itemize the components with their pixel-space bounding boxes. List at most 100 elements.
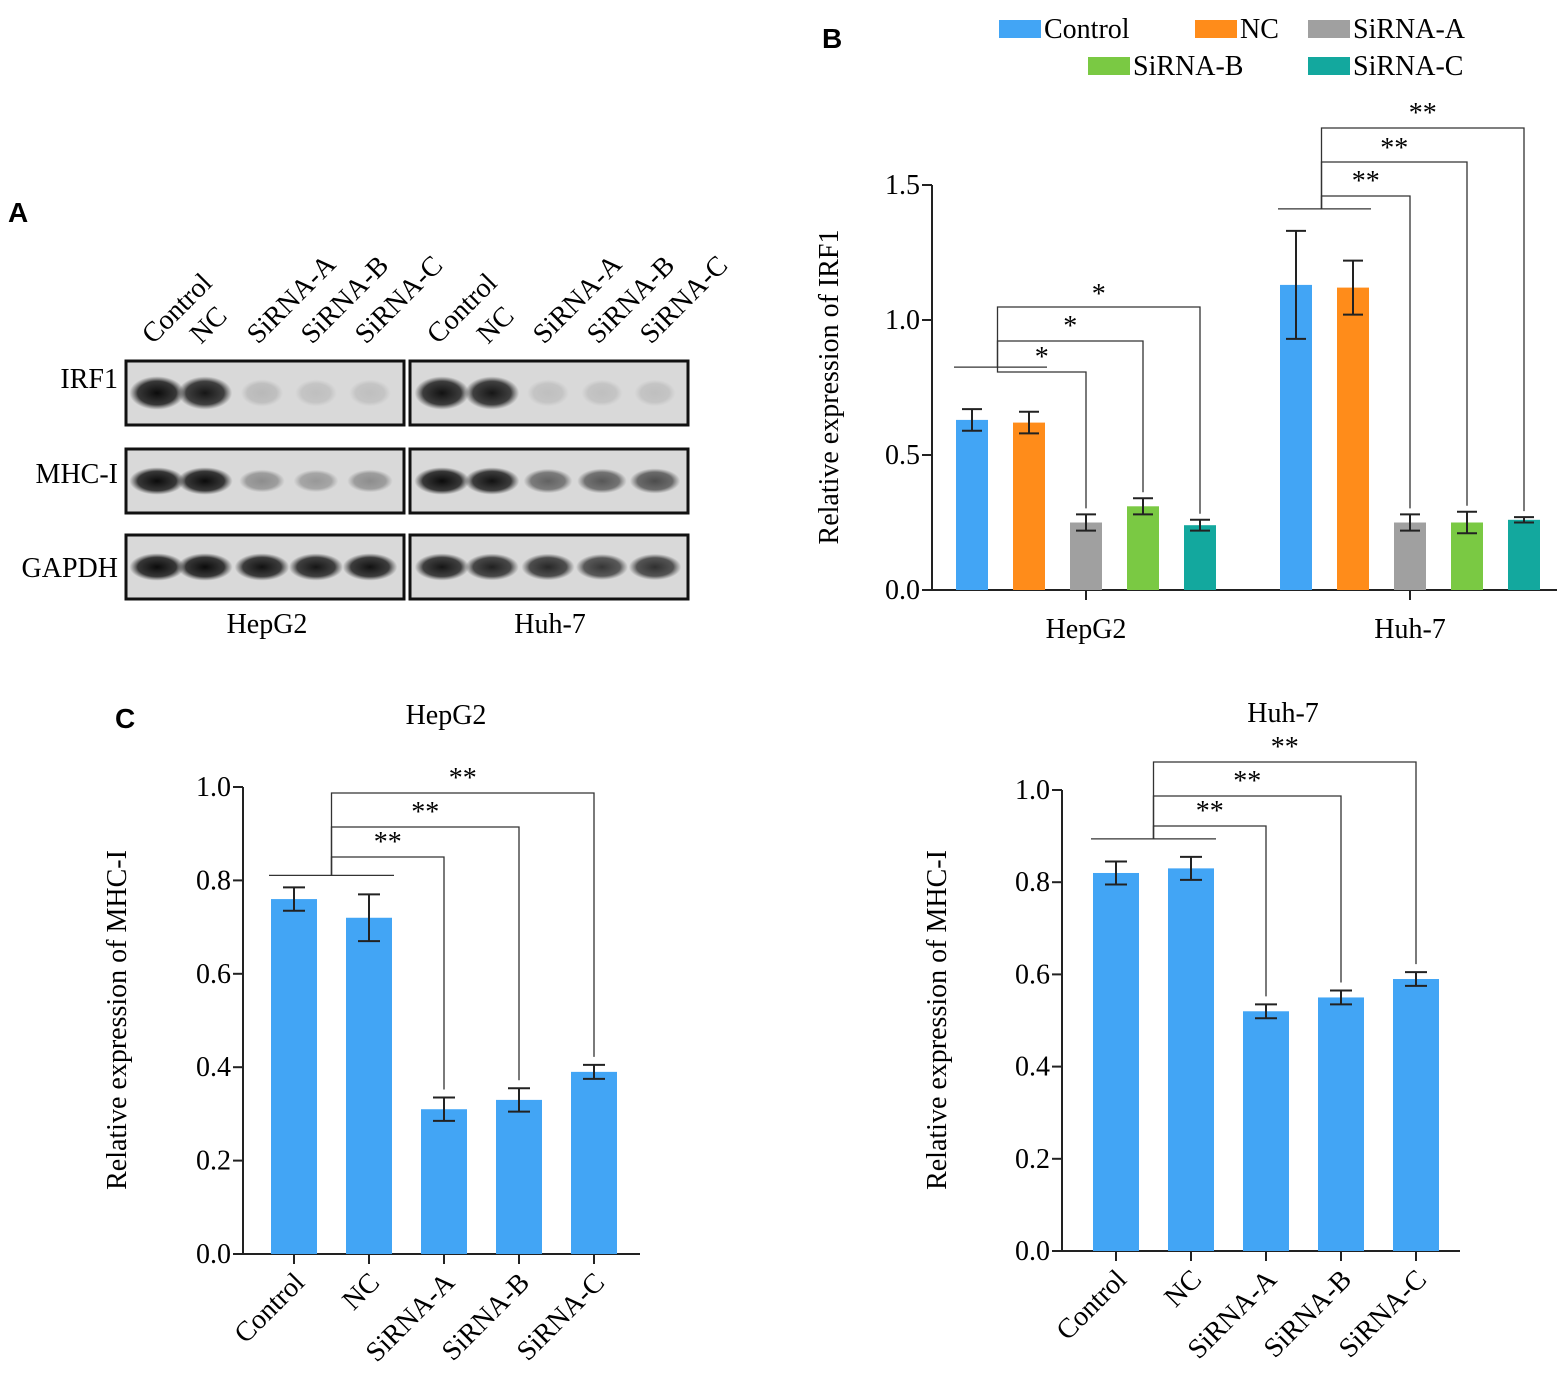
blot-band [293, 469, 339, 493]
blot-band [347, 469, 393, 493]
panel-label-c: C [115, 703, 135, 734]
protein-label-mhc-i: MHC-I [36, 459, 118, 490]
x-category-label: HepG2 [1046, 614, 1127, 645]
blot-band [576, 554, 628, 580]
panel-label-a: A [8, 197, 28, 228]
y-tick-label: 0.8 [196, 865, 231, 896]
blot-band [577, 468, 627, 494]
bar [1508, 519, 1540, 590]
significance-bracket [996, 306, 1201, 514]
bar [1013, 422, 1045, 590]
blot-band [634, 379, 676, 407]
blot-band [288, 553, 344, 581]
significance-bracket [1320, 127, 1525, 512]
blot-band [414, 467, 470, 495]
blot-band [295, 379, 337, 407]
blot-band [414, 376, 470, 410]
y-tick-label: 1.0 [885, 305, 920, 336]
protein-label-gapdh: GAPDH [22, 553, 118, 584]
blot-band [129, 467, 185, 495]
y-tick-label: 0.5 [885, 440, 920, 471]
legend-label: Control [1044, 14, 1130, 45]
bar [1394, 522, 1426, 590]
blot-band [234, 553, 290, 581]
bar [1127, 506, 1159, 590]
blot-band [527, 379, 569, 407]
bar [1337, 287, 1369, 590]
bar [346, 917, 392, 1254]
blot-band [177, 467, 233, 495]
legend-swatch [1088, 57, 1130, 75]
blot-band [628, 553, 682, 581]
blot-band [465, 553, 519, 581]
blot-band [629, 468, 681, 494]
bar [956, 419, 988, 590]
mhc-hepg2-bar-chart: 0.0 0.2 0.4 0.6 0.8 1.0 HepG2 Relative expressi… [102, 700, 640, 1368]
significance-mark: ** [1380, 133, 1408, 164]
blot-band [240, 379, 284, 407]
y-tick-label: 0.4 [196, 1052, 231, 1083]
y-tick-label: 1.0 [196, 772, 231, 803]
blot-band [342, 553, 398, 581]
x-category-label: NC [337, 1267, 386, 1316]
significance-mark: ** [411, 797, 439, 828]
blot-band [414, 553, 470, 581]
cell-line-label: Huh-7 [514, 609, 586, 640]
significance-mark: ** [1233, 766, 1261, 797]
mhc-huh7-bar-chart: 0.0 0.2 0.4 0.6 0.8 1.0 Huh-7 Relative expressi… [922, 698, 1460, 1365]
y-tick-label: 0.2 [1015, 1144, 1050, 1175]
y-tick-label: 0.6 [196, 959, 231, 990]
y-axis-label: Relative expression of IRF1 [814, 230, 845, 545]
blot-band [464, 376, 520, 410]
y-tick-label: 0.0 [1015, 1236, 1050, 1267]
bar [1184, 525, 1216, 590]
bar [1318, 997, 1364, 1251]
chart-title: Huh-7 [1247, 698, 1319, 729]
y-tick-label: 0.2 [196, 1146, 231, 1177]
y-tick-label: 1.0 [1015, 775, 1050, 806]
blot-band [581, 379, 623, 407]
x-category-label: Control [1051, 1264, 1134, 1347]
x-category-label: NC [1159, 1264, 1208, 1313]
x-category-label: Huh-7 [1374, 614, 1446, 645]
bar [1393, 979, 1439, 1251]
legend-label: NC [1240, 14, 1279, 45]
significance-mark: * [1035, 342, 1049, 373]
significance-mark: ** [1271, 732, 1299, 763]
legend-swatch [1308, 20, 1350, 38]
y-axis-label: Relative expression of MHC-I [102, 850, 133, 1190]
blot-band [177, 376, 233, 410]
significance-bracket [330, 792, 595, 1057]
blot-band [177, 553, 233, 581]
significance-mark: ** [449, 763, 477, 794]
significance-bracket [1152, 761, 1417, 965]
legend-label: SiRNA-C [1353, 51, 1463, 82]
y-tick-label: 1.5 [885, 170, 920, 201]
significance-mark: ** [374, 827, 402, 858]
significance-mark: ** [1352, 166, 1380, 197]
blot-band [521, 553, 575, 581]
bar [421, 1109, 467, 1254]
bar [571, 1071, 617, 1254]
x-category-label: Control [229, 1267, 312, 1350]
significance-mark: * [1092, 279, 1106, 310]
y-tick-label: 0.8 [1015, 867, 1050, 898]
panel-label-b: B [822, 23, 842, 54]
bar [1093, 872, 1139, 1251]
chart-title: HepG2 [406, 700, 487, 731]
significance-mark: ** [1409, 98, 1437, 129]
protein-label-irf1: IRF1 [60, 364, 118, 395]
blot-band [464, 467, 520, 495]
y-tick-label: 0.0 [885, 575, 920, 606]
blot-band [129, 376, 185, 410]
bar [271, 899, 317, 1254]
bar [496, 1099, 542, 1254]
significance-mark: * [1063, 311, 1077, 342]
legend-label: SiRNA-A [1353, 14, 1466, 45]
blot-band [239, 469, 285, 493]
blot-band [129, 553, 185, 581]
blot-band [349, 379, 391, 407]
